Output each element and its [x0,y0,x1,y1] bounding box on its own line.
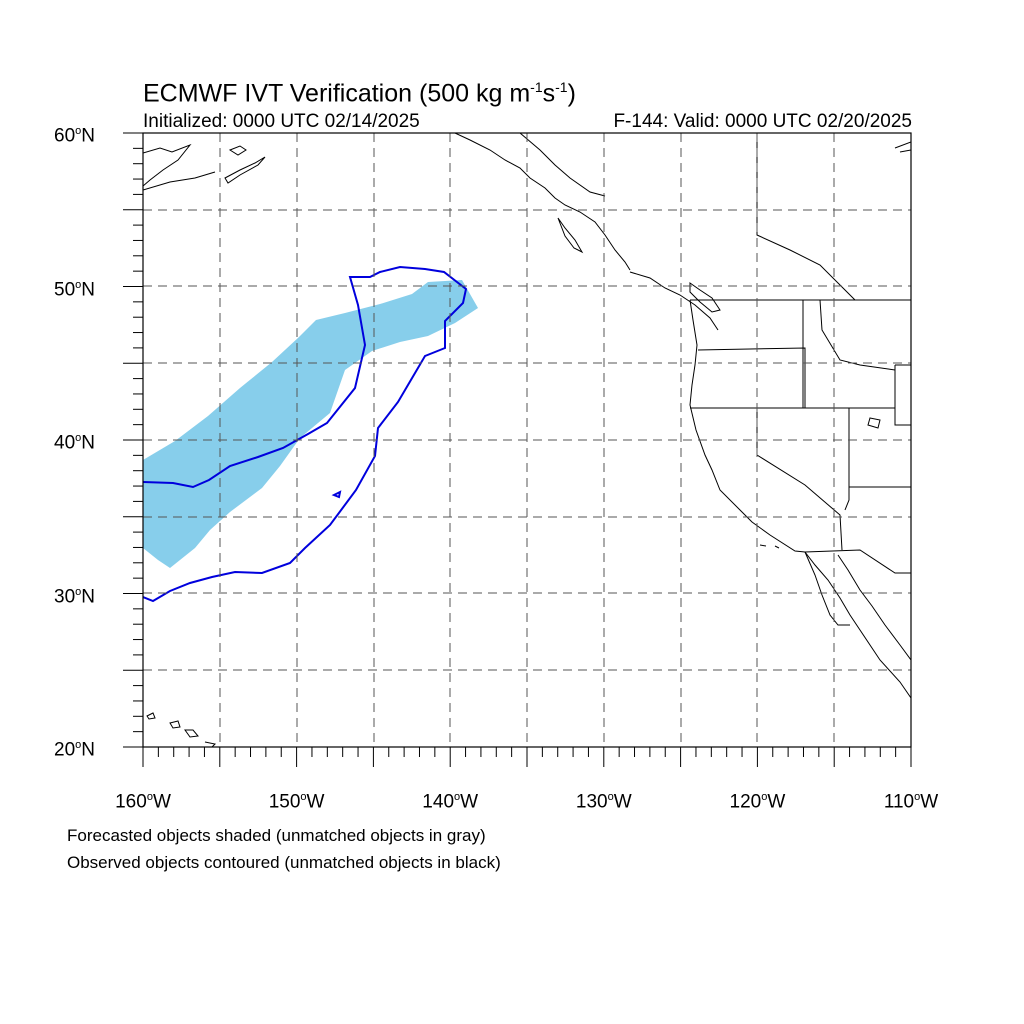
observed-ivt-contour [143,265,468,603]
forecast-note: Forecasted objects shaded (unmatched obj… [67,826,486,845]
forecast-ivt-object [143,280,478,568]
lon-label: 150oW [268,791,325,813]
lon-label: 130oW [575,791,632,813]
observed-note: Observed objects contoured (unmatched ob… [67,853,501,872]
initialized-label: Initialized: 0000 UTC 02/14/2025 [143,111,420,132]
lon-label: 140oW [422,791,479,813]
axis-ticks [123,132,912,767]
lat-label: 20oN [54,739,95,761]
valid-label: F-144: Valid: 0000 UTC 02/20/2025 [613,111,912,132]
lon-label: 110oW [883,791,939,813]
lat-label: 60oN [54,125,95,147]
lon-label: 120oW [729,791,786,813]
map-title: ECMWF IVT Verification (500 kg m-1s-1) [143,79,576,108]
observed-small-contour [331,490,342,499]
lat-label: 40oN [54,432,95,454]
lat-label: 50oN [54,278,95,300]
lat-label: 30oN [54,585,95,607]
lon-label: 160oW [115,791,171,813]
gridlines [143,133,911,747]
